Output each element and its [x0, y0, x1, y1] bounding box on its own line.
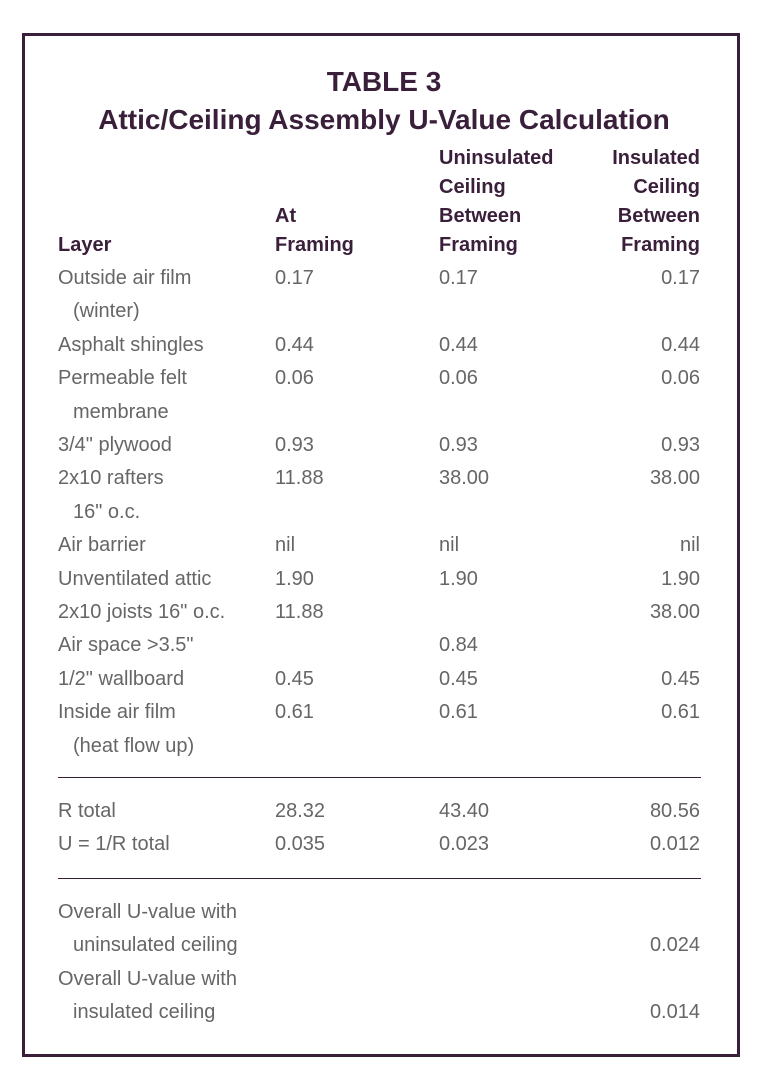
cell-value: 0.014 [649, 1001, 700, 1024]
row-label: (winter) [73, 300, 140, 323]
column-header: Ceiling [439, 176, 506, 198]
column-header: Insulated [612, 147, 700, 169]
cell-value: 0.61 [661, 701, 700, 724]
cell-value: nil [439, 534, 460, 557]
row-label: Overall U-value with [58, 967, 237, 990]
row-label: 2x10 rafters [58, 467, 164, 490]
table-title: TABLE 3 [326, 66, 442, 97]
cell-value: 0.45 [275, 667, 314, 690]
cell-value: 28.32 [275, 800, 326, 822]
row-label: 3/4" plywood [58, 434, 172, 456]
cell-value: 0.06 [439, 367, 478, 390]
rule [58, 878, 701, 879]
cell-value: 0.17 [439, 267, 478, 289]
cell-value: 0.17 [275, 267, 314, 289]
row-label: 1/2" wallboard [58, 667, 185, 690]
cell-value: 11.88 [275, 601, 324, 623]
cell-value: 1.90 [661, 567, 700, 590]
cell-value: 0.17 [661, 267, 700, 289]
row-label: (heat flow up) [73, 734, 195, 757]
row-label: U = 1/R total [58, 833, 170, 856]
cell-value: 0.024 [649, 934, 700, 957]
cell-value: 1.90 [275, 567, 314, 590]
column-header: Between [439, 205, 522, 227]
row-label: Permeable felt [58, 367, 187, 390]
cell-value: 0.45 [661, 667, 700, 690]
cell-value: 0.44 [661, 333, 700, 356]
row-label: R total [58, 800, 116, 822]
row-label: 2x10 joists 16" o.c. [58, 601, 226, 623]
cell-value: 80.56 [649, 800, 700, 822]
column-header: At [275, 205, 297, 227]
row-label: Air barrier [58, 534, 146, 557]
table-subtitle: Attic/Ceiling Assembly U-Value Calculati… [98, 104, 670, 135]
column-header: Uninsulated [439, 147, 554, 169]
cell-value: 0.93 [439, 434, 478, 456]
cell-value: 38.00 [439, 467, 490, 490]
row-label: Overall U-value with [58, 901, 237, 923]
cell-value: nil [679, 534, 700, 557]
row-label: Unventilated attic [58, 567, 212, 590]
cell-value: 43.40 [439, 800, 490, 822]
cell-value: 0.035 [275, 833, 326, 856]
cell-value: 0.93 [661, 434, 700, 456]
cell-value: 0.012 [649, 833, 700, 856]
cell-value: 0.44 [439, 333, 478, 356]
row-label: Asphalt shingles [58, 333, 204, 356]
column-header: Framing [439, 234, 518, 256]
row-label: Air space >3.5" [58, 634, 194, 657]
column-header: Layer [58, 234, 112, 256]
column-header: Framing [275, 234, 354, 256]
cell-value: 0.61 [275, 701, 314, 724]
row-label: Outside air film [58, 267, 192, 289]
cell-value: 38.00 [649, 467, 700, 490]
cell-value: 0.06 [661, 367, 700, 390]
cell-value: 0.61 [439, 701, 478, 724]
cell-value: nil [275, 534, 296, 557]
cell-value: 11.88 [275, 467, 324, 490]
row-label: 16" o.c. [73, 500, 141, 523]
cell-value: 0.84 [439, 634, 478, 657]
frame [22, 33, 740, 1057]
column-header: Ceiling [633, 176, 700, 198]
cell-value: 0.44 [275, 333, 314, 356]
cell-value: 0.06 [275, 367, 314, 390]
row-label: membrane [73, 400, 169, 423]
rule [58, 777, 701, 778]
row-label: insulated ceiling [73, 1001, 216, 1024]
cell-value: 0.023 [439, 833, 490, 856]
column-header: Framing [621, 234, 700, 256]
cell-value: 0.45 [439, 667, 478, 690]
row-label: Inside air film [58, 701, 176, 724]
cell-value: 1.90 [439, 567, 478, 590]
cell-value: 0.93 [275, 434, 314, 456]
cell-value: 38.00 [649, 601, 700, 623]
column-header: Between [617, 205, 700, 227]
row-label: uninsulated ceiling [73, 934, 238, 957]
